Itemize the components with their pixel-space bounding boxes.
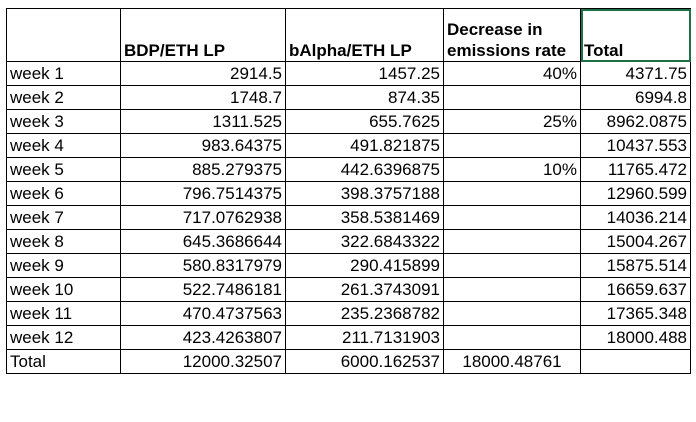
cell-bdp-eth-lp[interactable]: 1748.7 [120, 85, 286, 110]
cell-bdp-eth-lp[interactable]: 796.7514375 [120, 181, 286, 206]
cell-decrease-rate[interactable] [443, 85, 581, 110]
cell-bdp-eth-lp[interactable]: 885.279375 [120, 157, 286, 182]
header-cell-balpha-eth-lp[interactable]: bAlpha/ETH LP [285, 8, 444, 62]
cell-total[interactable]: 17365.348 [580, 301, 691, 326]
cell-decrease-rate[interactable] [443, 181, 581, 206]
cell-decrease-rate[interactable] [443, 229, 581, 254]
header-cell-blank[interactable] [6, 8, 121, 62]
total-cell-week[interactable]: Total [6, 349, 121, 374]
cell-decrease-rate[interactable] [443, 253, 581, 278]
cell-bdp-eth-lp[interactable]: 1311.525 [120, 109, 286, 134]
cell-decrease-rate[interactable]: 10% [443, 157, 581, 182]
cell-balpha-eth-lp[interactable]: 261.3743091 [285, 277, 444, 302]
cell-bdp-eth-lp[interactable]: 470.4737563 [120, 301, 286, 326]
total-cell-bdp-eth-lp[interactable]: 12000.32507 [120, 349, 286, 374]
cell-total[interactable]: 16659.637 [580, 277, 691, 302]
cell-bdp-eth-lp[interactable]: 645.3686644 [120, 229, 286, 254]
cell-week[interactable]: week 7 [6, 205, 121, 230]
cell-week[interactable]: week 5 [6, 157, 121, 182]
table-row: week 12 423.4263807 211.7131903 18000.488 [6, 325, 691, 350]
cell-total[interactable]: 15875.514 [580, 253, 691, 278]
table-row: week 1 2914.5 1457.25 40% 4371.75 [6, 61, 691, 86]
cell-bdp-eth-lp[interactable]: 2914.5 [120, 61, 286, 86]
cell-balpha-eth-lp[interactable]: 398.3757188 [285, 181, 444, 206]
cell-decrease-rate[interactable] [443, 277, 581, 302]
spreadsheet-table: BDP/ETH LP bAlpha/ETH LP Decrease in emi… [6, 8, 691, 374]
cell-week[interactable]: week 10 [6, 277, 121, 302]
cell-balpha-eth-lp[interactable]: 442.6396875 [285, 157, 444, 182]
cell-week[interactable]: week 6 [6, 181, 121, 206]
cell-balpha-eth-lp[interactable]: 874.35 [285, 85, 444, 110]
total-cell-total[interactable] [580, 349, 691, 374]
cell-decrease-rate[interactable] [443, 133, 581, 158]
cell-balpha-eth-lp[interactable]: 1457.25 [285, 61, 444, 86]
cell-total[interactable]: 4371.75 [580, 61, 691, 86]
total-cell-decrease-rate[interactable]: 18000.48761 [443, 349, 581, 374]
table-row: week 3 1311.525 655.7625 25% 8962.0875 [6, 109, 691, 134]
cell-balpha-eth-lp[interactable]: 491.821875 [285, 133, 444, 158]
header-cell-bdp-eth-lp[interactable]: BDP/ETH LP [120, 8, 286, 62]
cell-decrease-rate[interactable]: 25% [443, 109, 581, 134]
header-cell-total[interactable]: Total [580, 8, 691, 62]
cell-balpha-eth-lp[interactable]: 655.7625 [285, 109, 444, 134]
table-row: week 2 1748.7 874.35 6994.8 [6, 85, 691, 110]
cell-decrease-rate[interactable]: 40% [443, 61, 581, 86]
table-row: week 4 983.64375 491.821875 10437.553 [6, 133, 691, 158]
cell-decrease-rate[interactable] [443, 325, 581, 350]
cell-total[interactable]: 14036.214 [580, 205, 691, 230]
cell-total[interactable]: 12960.599 [580, 181, 691, 206]
table-row: week 10 522.7486181 261.3743091 16659.637 [6, 277, 691, 302]
cell-total[interactable]: 8962.0875 [580, 109, 691, 134]
table-row: week 5 885.279375 442.6396875 10% 11765.472 [6, 157, 691, 182]
cell-bdp-eth-lp[interactable]: 522.7486181 [120, 277, 286, 302]
total-row: Total 12000.32507 6000.162537 18000.48761 [6, 349, 691, 374]
cell-week[interactable]: week 4 [6, 133, 121, 158]
cell-total[interactable]: 6994.8 [580, 85, 691, 110]
cell-balpha-eth-lp[interactable]: 290.415899 [285, 253, 444, 278]
cell-week[interactable]: week 9 [6, 253, 121, 278]
cell-decrease-rate[interactable] [443, 205, 581, 230]
cell-balpha-eth-lp[interactable]: 322.6843322 [285, 229, 444, 254]
cell-week[interactable]: week 3 [6, 109, 121, 134]
cell-balpha-eth-lp[interactable]: 358.5381469 [285, 205, 444, 230]
cell-week[interactable]: week 12 [6, 325, 121, 350]
table-row: week 9 580.8317979 290.415899 15875.514 [6, 253, 691, 278]
table-row: week 6 796.7514375 398.3757188 12960.599 [6, 181, 691, 206]
header-row: BDP/ETH LP bAlpha/ETH LP Decrease in emi… [6, 8, 691, 62]
cell-balpha-eth-lp[interactable]: 235.2368782 [285, 301, 444, 326]
cell-week[interactable]: week 1 [6, 61, 121, 86]
cell-week[interactable]: week 8 [6, 229, 121, 254]
cell-total[interactable]: 10437.553 [580, 133, 691, 158]
cell-bdp-eth-lp[interactable]: 717.0762938 [120, 205, 286, 230]
cell-balpha-eth-lp[interactable]: 211.7131903 [285, 325, 444, 350]
table-row: week 11 470.4737563 235.2368782 17365.348 [6, 301, 691, 326]
cell-bdp-eth-lp[interactable]: 423.4263807 [120, 325, 286, 350]
cell-week[interactable]: week 11 [6, 301, 121, 326]
cell-total[interactable]: 11765.472 [580, 157, 691, 182]
cell-bdp-eth-lp[interactable]: 580.8317979 [120, 253, 286, 278]
cell-total[interactable]: 15004.267 [580, 229, 691, 254]
spreadsheet-body: BDP/ETH LP bAlpha/ETH LP Decrease in emi… [6, 8, 691, 374]
cell-decrease-rate[interactable] [443, 301, 581, 326]
header-cell-decrease-in-emissions-rate[interactable]: Decrease in emissions rate [443, 8, 581, 62]
cell-bdp-eth-lp[interactable]: 983.64375 [120, 133, 286, 158]
total-cell-balpha-eth-lp[interactable]: 6000.162537 [285, 349, 444, 374]
cell-total[interactable]: 18000.488 [580, 325, 691, 350]
table-row: week 8 645.3686644 322.6843322 15004.267 [6, 229, 691, 254]
table-row: week 7 717.0762938 358.5381469 14036.214 [6, 205, 691, 230]
cell-week[interactable]: week 2 [6, 85, 121, 110]
